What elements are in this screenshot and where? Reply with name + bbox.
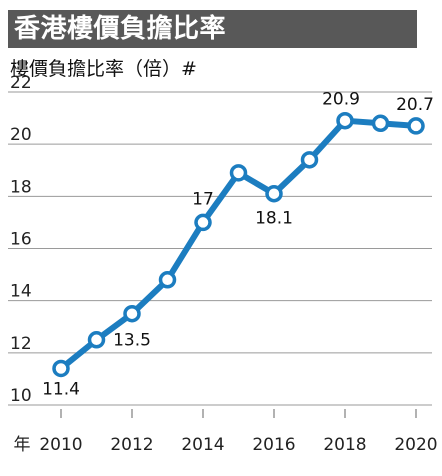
x-tick-2018: 2018 (323, 435, 366, 455)
y-axis-label: 樓價負擔比率（倍）# (10, 58, 197, 80)
data-label-2010: 11.4 (42, 379, 80, 399)
data-point-2013 (158, 271, 177, 289)
data-label-2016: 18.1 (255, 209, 293, 229)
data-point-2011 (87, 331, 106, 349)
y-tick-18: 18 (10, 177, 32, 197)
data-point-2019 (371, 114, 390, 133)
data-points (52, 111, 425, 378)
x-tick-2016: 2016 (252, 435, 295, 455)
gridlines (8, 91, 432, 406)
y-tick-12: 12 (10, 334, 32, 354)
data-point-2012 (123, 304, 141, 323)
x-tick-2010: 2010 (39, 435, 82, 455)
data-point-2016 (265, 184, 283, 203)
x-tick-labels: 2010 2012 2014 2016 2018 2020 (39, 409, 438, 455)
x-tick-2014: 2014 (181, 435, 224, 455)
data-point-2020 (407, 117, 425, 135)
data-label-2018: 20.9 (322, 90, 360, 110)
y-tick-22: 22 (10, 73, 32, 93)
y-tick-labels: 10 12 14 16 18 20 22 (10, 73, 32, 406)
data-point-2015 (229, 164, 248, 182)
data-label-2012: 13.5 (113, 331, 151, 351)
data-point-2018 (336, 111, 354, 130)
title-bar: 香港樓價負擔比率 (8, 10, 417, 48)
y-tick-10: 10 (10, 386, 32, 406)
y-tick-14: 14 (10, 282, 32, 302)
x-tick-2020: 2020 (394, 435, 437, 455)
y-tick-20: 20 (10, 125, 32, 145)
data-labels: 11.4 13.5 17 18.1 20.9 20.7 (42, 90, 434, 400)
y-tick-16: 16 (10, 230, 32, 250)
chart-title: 香港樓價負擔比率 (14, 14, 227, 44)
x-axis-unit: 年 (14, 435, 31, 455)
data-point-2010 (52, 359, 70, 378)
x-tick-2012: 2012 (110, 435, 153, 455)
data-point-2014 (194, 213, 212, 232)
data-label-2020: 20.7 (396, 95, 434, 115)
data-point-2017 (300, 151, 319, 169)
data-label-2014: 17 (192, 189, 214, 209)
